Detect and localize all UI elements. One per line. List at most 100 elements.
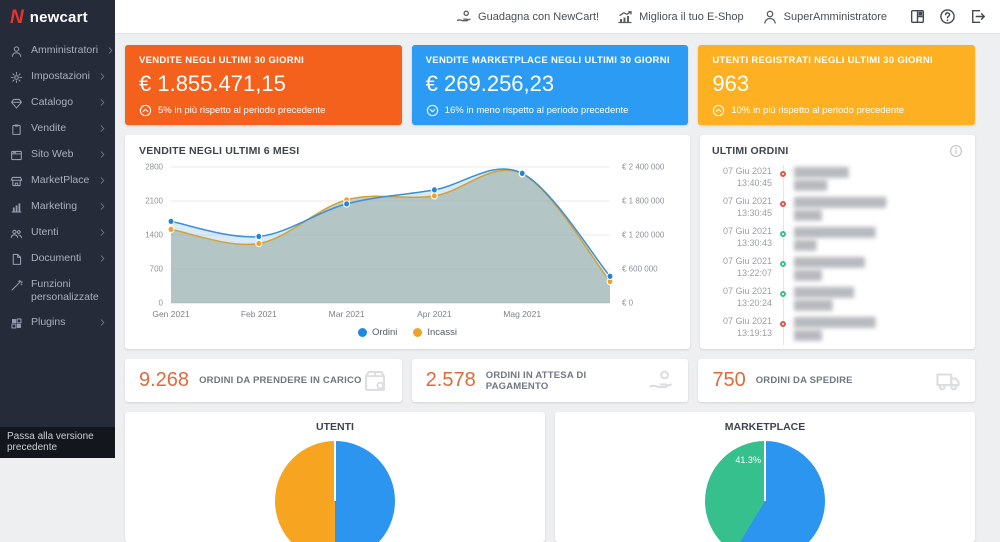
stat-card-ordini-da-prendere-in-carico[interactable]: 9.268 ORDINI DA PRENDERE IN CARICO [125,359,402,402]
switch-version-link[interactable]: Passa alla versione precedente [0,427,115,458]
kpi-value: 963 [712,71,750,96]
order-timeline-marker [772,285,794,315]
stat-card-ordini-da-spedire[interactable]: 750 ORDINI DA SPEDIRE [698,359,976,402]
order-datetime: 07 Giu 2021 13:30:43 [712,225,772,249]
order-date: 07 Giu 2021 [722,286,772,296]
chevron-right-icon [98,124,107,133]
chart-legend: Ordini Incassi [139,327,676,338]
y-axis-right: € 2 400 000 € 1 800 000 € 1 200 000 € 600 0… [616,163,676,308]
logo-mark-icon: N [10,7,24,28]
stat-card-ordini-in-attesa-di-pagamento[interactable]: 2.578 ORDINI IN ATTESA DI PAGAMENTO [411,359,689,402]
kpi-row: VENDITE NEGLI ULTIMI 30 GIORNI € 1.855.47… [125,45,976,125]
pie-slice-label: 41.3% [735,455,761,465]
sidebar-item-label: Documenti [31,252,82,264]
kpi-value: € 269.256,23 [425,71,555,96]
x-axis-label: Feb 2021 [240,309,277,319]
sidebar-item-catalogo[interactable]: Catalogo [0,90,115,116]
diamond-icon [10,97,23,110]
stat-value: 750 [712,369,746,391]
sidebar-item-funzioni-personalizzate[interactable]: Funzioni personalizzate [0,272,115,310]
chevron-right-icon [98,228,107,237]
order-date: 07 Giu 2021 [722,226,772,236]
order-timeline-marker [772,225,794,255]
order-entry[interactable]: 07 Giu 2021 13:30:45 █████████████████ ████… [712,195,963,225]
sidebar-menu: Amministratori Impostazioni Catalogo Vendit… [0,38,115,336]
header-link-label: Migliora il tuo E-Shop [639,10,744,23]
y-right-tick: € 0 [622,298,634,308]
sidebar-item-utenti[interactable]: Utenti [0,220,115,246]
kpi-note-text: 5% in più rispetto al periodo precedente [158,105,326,116]
chevron-right-icon [106,46,115,55]
kpi-trend-note: 10% in più rispetto al periodo precedent… [712,104,961,117]
order-summary: ███████████████ █████ [794,315,963,342]
sidebar-item-plugins[interactable]: Plugins [0,310,115,336]
sidebar-item-label: Catalogo [31,96,74,108]
chevron-right-icon [98,254,107,263]
trend-up-icon [712,104,725,117]
chevron-right-icon [98,72,107,81]
order-timeline-marker [772,255,794,285]
order-amount-redacted: ██████ [794,180,827,191]
order-summary: ██████████ ██████ [794,165,963,192]
header-link-label: SuperAmministratore [783,10,887,23]
order-customer-redacted: █████████████████ [794,197,886,207]
sidebar-item-impostazioni[interactable]: Impostazioni [0,64,115,90]
y-right-tick: € 600 000 [622,264,658,274]
order-date: 07 Giu 2021 [722,196,772,206]
order-amount-redacted: ████ [794,240,817,251]
stat-label: ORDINI IN ATTESA DI PAGAMENTO [485,369,587,392]
order-datetime: 07 Giu 2021 13:40:45 [712,165,772,189]
header-link-superamministratore[interactable]: SuperAmministratore [762,9,887,25]
logout-button[interactable] [969,8,986,25]
hand-coin-icon [456,9,472,25]
kpi-card-1: VENDITE MARKETPLACE NEGLI ULTIMI 30 GIOR… [411,45,689,125]
header-link-guadagna-con-newcart[interactable]: Guadagna con NewCart! [456,9,599,25]
package-icon [362,368,388,394]
legend-dot [413,328,423,337]
order-status-dot [780,321,786,327]
legend-item-incassi[interactable]: Incassi [413,327,457,338]
legend-item-ordini[interactable]: Ordini [358,327,397,338]
clipboard-icon [10,123,23,136]
header-link-migliora-il-tuo-e-shop[interactable]: Migliora il tuo E-Shop [617,9,744,25]
order-entry[interactable]: 07 Giu 2021 13:22:07 █████████████ █████ [712,255,963,285]
logo-text: newcart [29,9,88,26]
order-entry[interactable]: 07 Giu 2021 13:30:43 ███████████████ ████ [712,225,963,255]
trend-down-icon [426,104,439,117]
order-time: 13:30:45 [736,208,772,219]
hand-coin-icon [648,368,674,394]
order-date: 07 Giu 2021 [722,256,772,266]
info-icon[interactable] [949,144,963,158]
chart-title: VENDITE NEGLI ULTIMI 6 MESI [139,145,300,157]
stat-label: ORDINI DA PRENDERE IN CARICO [199,375,362,386]
sidebar-item-sito-web[interactable]: Sito Web [0,142,115,168]
y-axis-left: 2800 2100 1400 700 0 [139,163,165,308]
app-logo[interactable]: N newcart [0,0,115,33]
apps-grid-button[interactable] [909,8,926,25]
sidebar-item-vendite[interactable]: Vendite [0,116,115,142]
person-icon [10,45,23,58]
kpi-title: VENDITE NEGLI ULTIMI 30 GIORNI [139,55,305,66]
order-entry[interactable]: 07 Giu 2021 13:19:13 ███████████████ █████ [712,315,963,345]
kpi-card-0: VENDITE NEGLI ULTIMI 30 GIORNI € 1.855.47… [125,45,402,125]
help-button[interactable] [939,8,956,25]
order-date: 07 Giu 2021 [722,166,772,176]
order-timeline-marker [772,195,794,225]
charts-row: VENDITE NEGLI ULTIMI 6 MESI 2800 2100 1400… [125,135,975,349]
order-entry[interactable]: 07 Giu 2021 13:40:45 ██████████ ██████ [712,165,963,195]
sidebar-item-amministratori[interactable]: Amministratori [0,38,115,64]
chevron-right-icon [98,150,107,159]
sidebar-item-marketplace[interactable]: MarketPlace [0,168,115,194]
pie-title: UTENTI [316,421,354,433]
stat-label: ORDINI DA SPEDIRE [755,375,853,386]
order-date: 07 Giu 2021 [722,316,772,326]
order-stats-row: 9.268 ORDINI DA PRENDERE IN CARICO 2.578 OR… [125,359,976,402]
trend-up-icon [139,104,152,117]
sidebar-item-documenti[interactable]: Documenti [0,246,115,272]
order-timeline-marker [772,165,794,195]
order-status-dot [780,231,786,237]
order-entry[interactable]: 07 Giu 2021 13:20:24 ███████████ ███████ [712,285,963,315]
plugin-icon [10,317,23,330]
order-status-dot [780,171,786,177]
sidebar-item-marketing[interactable]: Marketing [0,194,115,220]
